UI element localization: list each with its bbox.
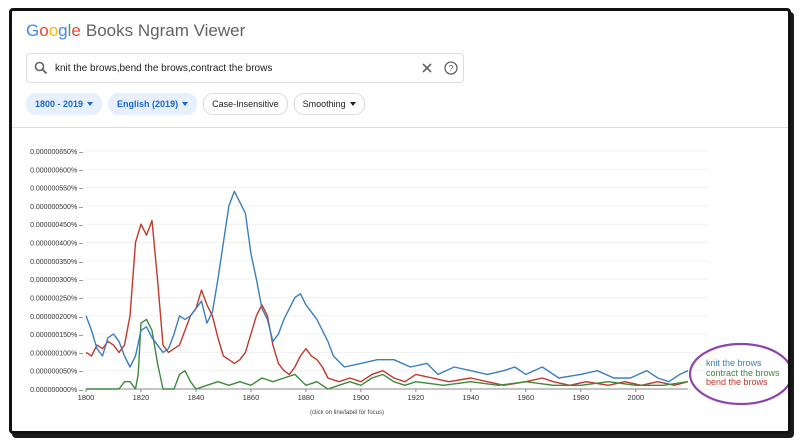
chevron-down-icon [87, 102, 94, 106]
x-tick-label: 1860 [243, 393, 260, 402]
x-tick-label: 1800 [78, 393, 95, 402]
legend-item[interactable]: contract the brows [706, 368, 780, 378]
chart-svg: 0.000000000% – 0.000000050% – 0.000000100%… [30, 149, 788, 416]
logo-letter: o [48, 21, 59, 40]
y-tick-label: 0.000000050% – [30, 369, 83, 376]
y-tick-label: 0.000000350% – [30, 259, 83, 266]
y-tick-label: 0.000000000% – [30, 387, 83, 394]
x-tick-label: 1920 [408, 393, 425, 402]
y-tick-label: 0.000000200% – [30, 314, 83, 321]
y-tick-label: 0.000000250% – [30, 295, 83, 302]
corpus-chip[interactable]: English (2019) [108, 93, 198, 115]
header: Google Books Ngram Viewer knit the brows,… [12, 11, 788, 128]
y-tick-label: 0.000000450% – [30, 222, 83, 229]
x-tick-label: 1960 [517, 393, 534, 402]
year-range-label: 1800 - 2019 [35, 99, 84, 109]
chevron-down-icon [182, 102, 189, 106]
logo-letter: e [71, 21, 81, 40]
y-tick-label: 0.000000550% – [30, 186, 83, 193]
y-tick-label: 0.000000300% – [30, 277, 83, 284]
logo-letter: G [26, 21, 40, 40]
svg-text:?: ? [448, 64, 453, 74]
x-tick-label: 1980 [572, 393, 589, 402]
search-box[interactable]: knit the brows,bend the brows,contract t… [26, 53, 464, 83]
chevron-down-icon [349, 102, 356, 106]
case-label: Case-Insensitive [212, 99, 279, 109]
logo-letter: l [67, 21, 72, 40]
smoothing-label: Smoothing [302, 99, 346, 109]
logo-app-name: Books Ngram Viewer [85, 21, 246, 40]
year-range-chip[interactable]: 1800 - 2019 [26, 93, 103, 115]
filter-chips: 1800 - 2019 English (2019) Case-Insensit… [26, 93, 365, 115]
x-tick-label: 1840 [188, 393, 205, 402]
logo[interactable]: Google Books Ngram Viewer [26, 21, 245, 41]
x-tick-label: 1940 [462, 393, 479, 402]
legend-highlight-circle [688, 342, 788, 406]
search-input[interactable]: knit the brows,bend the brows,contract t… [55, 62, 273, 74]
close-icon[interactable] [415, 56, 439, 80]
y-tick-label: 0.000000600% – [30, 167, 83, 174]
series-line-bend-the-brows[interactable] [85, 219, 689, 386]
logo-letter: o [39, 21, 49, 40]
search-icon[interactable] [27, 54, 55, 82]
smoothing-chip[interactable]: Smoothing [293, 93, 365, 115]
help-icon[interactable]: ? [439, 56, 463, 80]
y-tick-label: 0.000000150% – [30, 332, 83, 339]
x-tick-label: 1820 [133, 393, 150, 402]
y-tick-label: 0.000000650% – [30, 149, 83, 156]
case-insensitive-chip[interactable]: Case-Insensitive [203, 93, 288, 115]
logo-letter: g [58, 21, 68, 40]
y-tick-label: 0.000000100% – [30, 350, 83, 357]
x-tick-label: 1880 [298, 393, 315, 402]
x-tick-label: 1900 [353, 393, 370, 402]
chart-footnote: (click on line/label for focus) [310, 410, 384, 416]
y-tick-label: 0.000000500% – [30, 204, 83, 211]
corpus-label: English (2019) [117, 99, 179, 109]
browser-frame: Google Books Ngram Viewer knit the brows,… [9, 8, 791, 434]
ngram-chart: 0.000000000% – 0.000000050% – 0.000000100%… [12, 128, 788, 431]
y-tick-label: 0.000000400% – [30, 241, 83, 248]
x-tick-label: 2000 [627, 393, 644, 402]
legend-item[interactable]: bend the brows [706, 377, 768, 387]
series-line-knit-the-brows[interactable] [85, 190, 689, 383]
series-line-contract-the-brows[interactable] [86, 318, 689, 390]
legend-item[interactable]: knit the brows [706, 358, 762, 368]
